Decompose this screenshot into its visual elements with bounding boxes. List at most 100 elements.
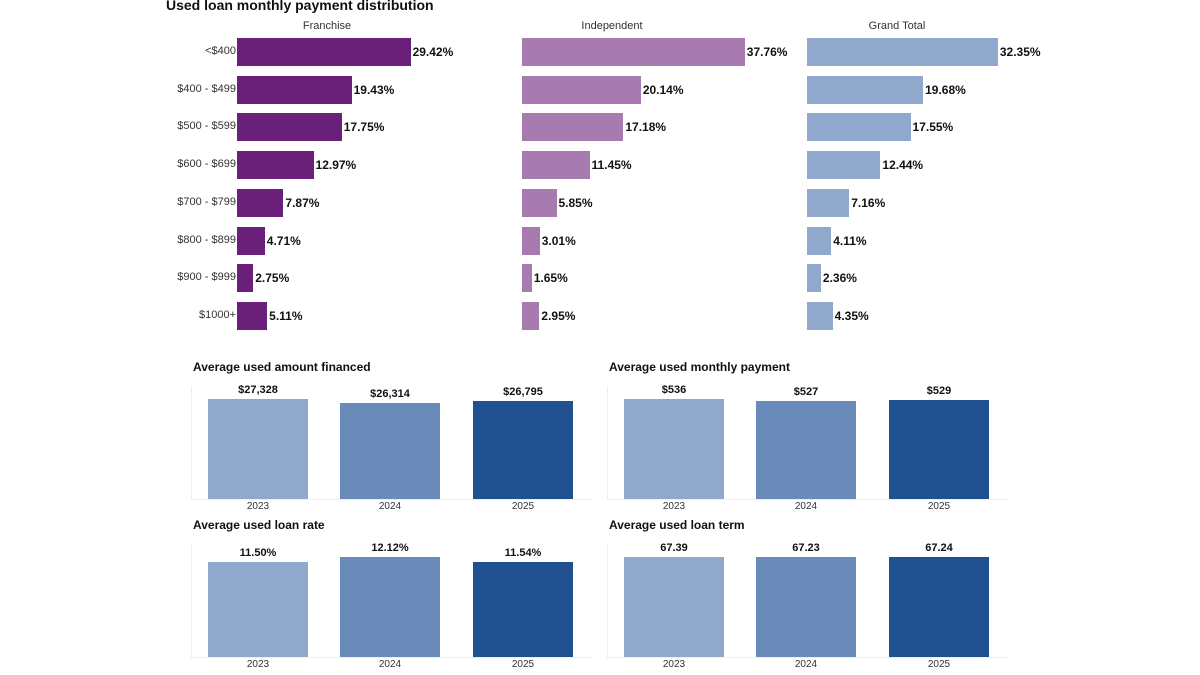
data-label: 12.44%: [882, 158, 924, 173]
series-header: Grand Total: [868, 20, 926, 32]
bar: [237, 188, 284, 217]
data-label: 17.18%: [625, 120, 667, 135]
data-label: 2.36%: [822, 271, 857, 286]
panel-title: Average used amount financed: [193, 360, 371, 374]
bar: [473, 561, 573, 657]
data-label: 2.95%: [541, 308, 576, 323]
data-label: 67.23: [792, 542, 820, 555]
data-label: 67.24: [925, 542, 953, 555]
panel-title: Average used loan rate: [193, 518, 325, 532]
data-label: $536: [661, 384, 687, 396]
bar: [624, 399, 724, 499]
data-label: 32.35%: [999, 45, 1041, 59]
bar: [522, 226, 540, 255]
bar: [522, 113, 624, 142]
category-label: $500 - $599: [177, 120, 236, 133]
data-label: 4.71%: [266, 233, 301, 248]
data-label: 12.97%: [315, 158, 357, 173]
bar: [208, 562, 308, 657]
x-tick-label: 2023: [662, 659, 686, 670]
data-label: 19.43%: [353, 82, 395, 97]
data-label: 11.45%: [591, 158, 632, 173]
bar: [237, 264, 254, 293]
data-label: 11.54%: [504, 546, 542, 559]
x-tick-label: 2024: [794, 501, 818, 512]
category-label: $1000+: [198, 308, 236, 321]
data-label: 3.01%: [541, 233, 576, 248]
bar: [756, 400, 856, 499]
bar: [237, 226, 265, 255]
bar: [756, 557, 856, 657]
bar: [237, 151, 314, 180]
data-label: $27,328: [238, 384, 278, 396]
bar: [807, 113, 911, 142]
bar: [522, 75, 641, 104]
data-label: $26,795: [503, 385, 543, 398]
bar: [807, 301, 833, 330]
bar: [807, 264, 821, 293]
data-label: 29.42%: [412, 45, 454, 59]
panel-axis: [607, 386, 1008, 500]
data-label: 1.65%: [533, 271, 568, 286]
x-tick-label: 2023: [246, 501, 270, 512]
panel-axis: [607, 544, 1008, 658]
bar: [807, 75, 924, 104]
bar: [807, 38, 998, 66]
panel-title: Average used monthly payment: [609, 360, 790, 374]
bar: [807, 151, 881, 180]
category-label: $800 - $899: [177, 233, 236, 246]
data-label: $26,314: [370, 387, 410, 400]
bar: [807, 188, 850, 217]
series-header: Independent: [581, 20, 643, 32]
bar: [522, 301, 540, 330]
data-label: 11.50%: [239, 547, 277, 560]
data-label: 67.39: [660, 542, 688, 554]
bar: [208, 399, 308, 499]
category-label: $900 - $999: [177, 271, 236, 284]
data-label: $529: [926, 385, 952, 398]
bar: [340, 557, 440, 657]
category-label: <$400: [205, 45, 236, 57]
bar: [522, 188, 557, 217]
bar: [237, 301, 268, 330]
bar: [624, 557, 724, 657]
bar: [522, 264, 532, 293]
x-tick-label: 2025: [927, 659, 951, 670]
data-label: 5.11%: [269, 308, 303, 323]
page-title: Used loan monthly payment distribution: [166, 0, 434, 13]
bar: [473, 400, 573, 499]
bar: [237, 113, 342, 142]
x-tick-label: 2023: [662, 501, 686, 512]
data-label: 20.14%: [642, 82, 684, 97]
data-label: 37.76%: [746, 45, 788, 59]
x-tick-label: 2024: [794, 659, 818, 670]
data-label: 4.11%: [833, 233, 867, 248]
bar: [340, 402, 440, 499]
x-tick-label: 2025: [927, 501, 951, 512]
x-tick-label: 2025: [511, 659, 535, 670]
data-label: $527: [793, 385, 819, 398]
bar: [889, 400, 989, 499]
bar: [522, 38, 745, 66]
bar: [237, 38, 411, 66]
data-label: 7.87%: [285, 195, 320, 210]
data-label: 5.85%: [558, 195, 593, 210]
panel-axis: [191, 544, 592, 658]
data-label: 17.75%: [343, 120, 385, 135]
data-label: 7.16%: [851, 195, 886, 210]
x-tick-label: 2024: [378, 501, 402, 512]
series-header: Franchise: [302, 20, 352, 32]
bar: [522, 151, 590, 180]
bar: [807, 226, 832, 255]
x-tick-label: 2025: [511, 501, 535, 512]
x-tick-label: 2023: [246, 659, 270, 670]
data-label: 19.68%: [925, 82, 966, 97]
category-label: $700 - $799: [177, 195, 236, 208]
bar: [237, 75, 352, 104]
category-label: $600 - $699: [177, 158, 236, 171]
category-label: $400 - $499: [177, 82, 236, 95]
data-label: 12.12%: [371, 542, 409, 554]
panel-title: Average used loan term: [609, 518, 745, 532]
data-label: 2.75%: [255, 271, 290, 286]
data-label: 17.55%: [912, 120, 954, 135]
